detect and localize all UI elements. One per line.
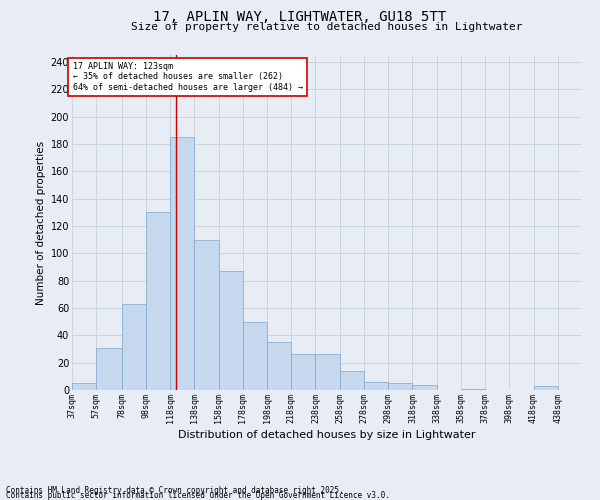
Text: Contains HM Land Registry data © Crown copyright and database right 2025.: Contains HM Land Registry data © Crown c… [6, 486, 344, 495]
Bar [533, 386, 558, 390]
X-axis label: Distribution of detached houses by size in Lightwater: Distribution of detached houses by size … [178, 430, 476, 440]
Y-axis label: Number of detached properties: Number of detached properties [37, 140, 46, 304]
Bar [340, 371, 364, 390]
Bar [96, 348, 122, 390]
Bar [412, 384, 437, 390]
Bar [194, 240, 218, 390]
Text: 17 APLIN WAY: 123sqm
← 35% of detached houses are smaller (262)
64% of semi-deta: 17 APLIN WAY: 123sqm ← 35% of detached h… [73, 62, 302, 92]
Bar [461, 388, 485, 390]
Title: Size of property relative to detached houses in Lightwater: Size of property relative to detached ho… [131, 22, 523, 32]
Bar [146, 212, 170, 390]
Text: Contains public sector information licensed under the Open Government Licence v3: Contains public sector information licen… [6, 490, 390, 500]
Bar [388, 383, 412, 390]
Bar [243, 322, 267, 390]
Bar [170, 137, 194, 390]
Bar [267, 342, 291, 390]
Text: 17, APLIN WAY, LIGHTWATER, GU18 5TT: 17, APLIN WAY, LIGHTWATER, GU18 5TT [154, 10, 446, 24]
Bar [291, 354, 316, 390]
Bar [316, 354, 340, 390]
Bar [218, 271, 243, 390]
Bar [364, 382, 388, 390]
Bar [122, 304, 146, 390]
Bar [72, 383, 96, 390]
